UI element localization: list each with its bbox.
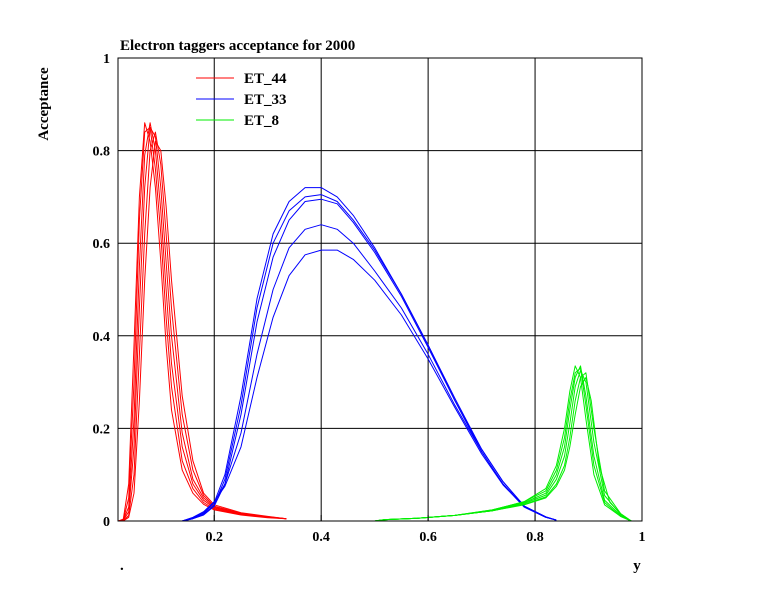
series-line (118, 126, 287, 522)
series-line (118, 131, 287, 522)
series-line (118, 140, 287, 522)
corner-mark: . (120, 558, 124, 574)
plot-curves (118, 122, 632, 522)
plot-frame (117, 57, 643, 522)
x-tick-label: 0.4 (312, 530, 330, 545)
series-line (118, 126, 287, 522)
x-tick-label: 1 (639, 530, 646, 545)
y-axis-ticks: 0 0.2 0.4 0.6 0.8 1 (93, 52, 111, 530)
legend-label: ET_8 (244, 113, 279, 129)
y-tick-label: 0.8 (93, 145, 111, 160)
series-ET_33 (182, 187, 557, 522)
legend-label: ET_44 (244, 71, 287, 87)
x-tick-label: 0.8 (526, 530, 544, 545)
series-line (182, 198, 557, 522)
y-axis-label: Acceptance (36, 67, 52, 141)
series-ET_44 (118, 122, 287, 522)
series-line (118, 122, 287, 522)
series-line (182, 249, 557, 522)
y-tick-label: 0 (103, 515, 110, 530)
y-tick-label: 0.6 (93, 237, 111, 252)
series-line (374, 377, 632, 522)
grid-lines (118, 58, 642, 521)
legend: ET_44 ET_33 ET_8 (196, 71, 287, 129)
series-ET_8 (374, 365, 632, 522)
x-tick-label: 0.6 (419, 530, 437, 545)
chart-title: Electron taggers acceptance for 2000 (120, 38, 355, 54)
y-tick-label: 0.4 (93, 330, 111, 345)
x-axis-label: y (633, 558, 641, 574)
y-tick-label: 1 (103, 52, 110, 67)
x-axis-ticks: 0.2 0.4 0.6 0.8 1 (205, 515, 646, 545)
x-tick-label: 0.2 (205, 530, 223, 545)
legend-label: ET_33 (244, 92, 287, 108)
series-line (118, 122, 287, 522)
y-tick-label: 0.2 (93, 422, 111, 437)
